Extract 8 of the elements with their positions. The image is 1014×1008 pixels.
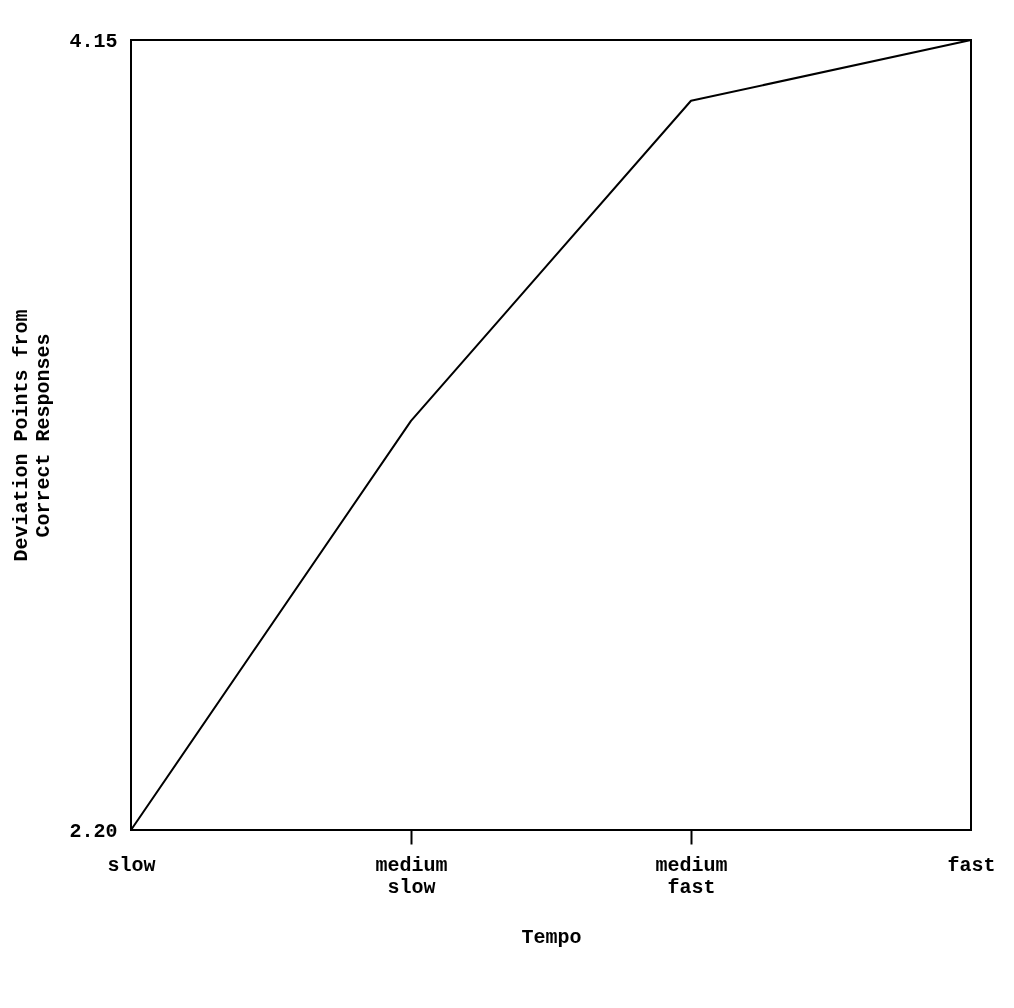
x-tick-label: medium slow	[375, 853, 448, 899]
y-tick-label: 2.20	[69, 819, 118, 843]
x-tick-label: slow	[107, 853, 156, 877]
x-axis-title: Tempo	[521, 925, 582, 949]
y-axis-title: Deviation Points from Correct Responses	[10, 309, 56, 562]
x-tick-label: medium fast	[655, 853, 728, 899]
x-tick-label: fast	[947, 853, 996, 877]
y-tick-label: 4.15	[69, 29, 118, 53]
